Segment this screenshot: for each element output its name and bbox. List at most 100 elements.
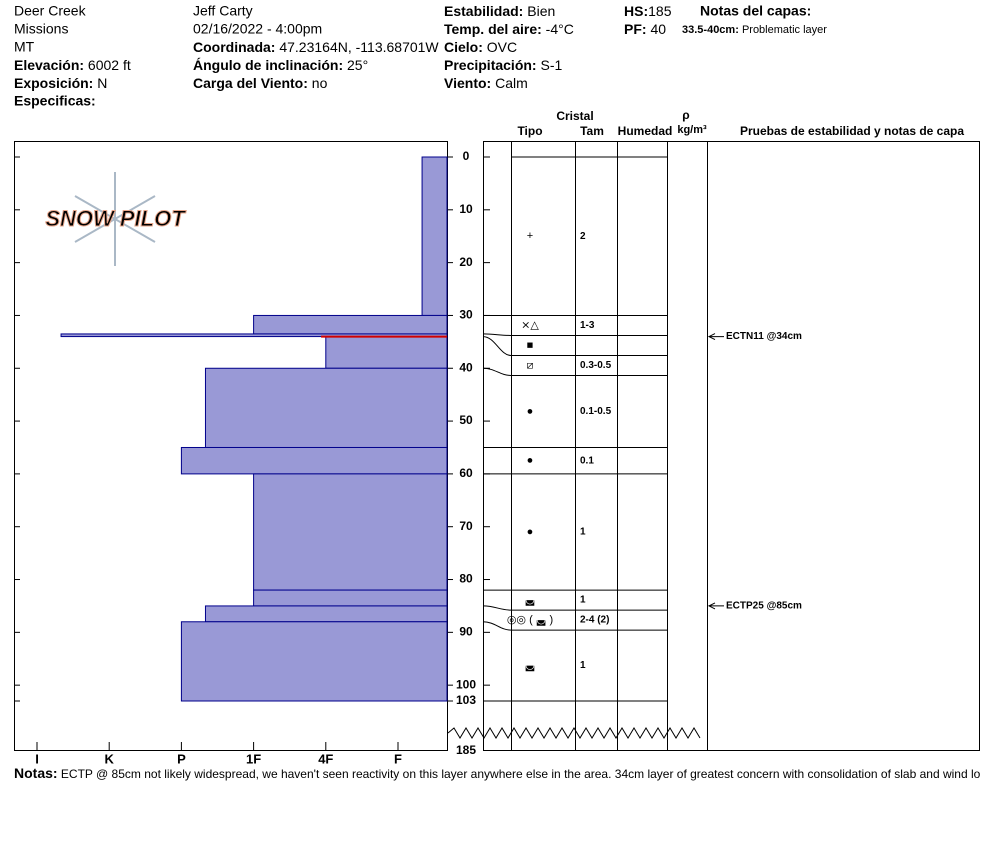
hardness-bar: [253, 314, 448, 335]
test-arrow: [707, 602, 724, 610]
logo-text: SNOW PILOT: [45, 206, 186, 231]
layer-connector: [482, 367, 512, 376]
hardness-bar: [180, 621, 448, 702]
notes-line: Notas: ECTP @ 85cm not likely widespread…: [14, 765, 994, 781]
grain-type: ◛: [525, 594, 536, 606]
grain-type: ⧄: [527, 359, 534, 371]
grain-type: ◎◎ ( ◛ ): [507, 614, 553, 626]
value: 185: [648, 3, 672, 19]
value: 47.23164N, -113.68701W: [279, 39, 439, 55]
y-tick-label: 20: [459, 255, 473, 269]
observer: Jeff Carty: [193, 3, 253, 19]
y-tick-label: 100: [456, 677, 476, 691]
value: Calm: [495, 75, 528, 91]
field: Elevación: 6002 ft: [14, 57, 131, 73]
label: Notas del capas:: [700, 3, 811, 19]
label: Cielo:: [444, 39, 483, 55]
y-tick-label: 50: [459, 413, 473, 427]
label: Exposición:: [14, 75, 93, 91]
value: OVC: [487, 39, 517, 55]
y-tick-label: 0: [463, 149, 470, 163]
layer-connector: [482, 336, 512, 356]
grain-type: ⨯△: [521, 319, 539, 331]
table-columns: [511, 141, 668, 750]
header-cell: Tipo: [517, 124, 542, 138]
x-tick-label: I: [35, 751, 39, 766]
grain-size: 1: [580, 660, 586, 671]
field: Viento: Calm: [444, 75, 528, 91]
grain-size: 2-4 (2): [580, 615, 609, 626]
grain-size: 1: [580, 595, 586, 606]
hardness-bar: [253, 473, 448, 591]
hardness-bar: [204, 605, 448, 623]
header-cell: Tam: [580, 124, 604, 138]
label: 33.5-40cm:: [682, 24, 739, 36]
table-frame: [483, 141, 708, 751]
field: Cielo: OVC: [444, 39, 517, 55]
field: Temp. del aire: -4°C: [444, 21, 574, 37]
grain-type: +: [527, 230, 533, 242]
axis-break: [447, 727, 701, 739]
value: 40: [650, 21, 666, 37]
x-tick-label: 4F: [318, 751, 333, 766]
field: Coordinada: 47.23164N, -113.68701W: [193, 39, 439, 55]
label: Temp. del aire:: [444, 21, 542, 37]
x-tick-label: K: [105, 751, 115, 766]
label: Especificas:: [14, 93, 96, 109]
value: 6002 ft: [88, 57, 131, 73]
label: Precipitación:: [444, 57, 537, 73]
layer-connector: [482, 333, 512, 336]
grain-type: ●: [527, 405, 534, 417]
grain-size: 0.1-0.5: [580, 406, 612, 417]
field: HS:185: [624, 3, 672, 19]
table-header: Cristal Tipo Tam Humedad ρ kg/m³ Pruebas…: [517, 108, 964, 138]
grain-type: ◛: [525, 659, 536, 671]
label: Carga del Viento:: [193, 75, 308, 91]
field: PF: 40: [624, 21, 666, 37]
grain-size: 0.1: [580, 455, 594, 466]
state: MT: [14, 39, 35, 55]
hardness-bar: [421, 156, 448, 316]
x-tick-label: P: [177, 751, 186, 766]
value: Problematic layer: [742, 24, 827, 36]
y-tick-label: 103: [456, 693, 476, 707]
notes: Notas: ECTP @ 85cm not likely widespread…: [14, 765, 994, 781]
header-cell: ρ: [682, 108, 689, 122]
hardness-bar: [60, 333, 448, 338]
test-arrow: [707, 333, 724, 341]
layer-connector: [482, 605, 512, 611]
datetime: 02/16/2022 - 4:00pm: [193, 21, 322, 37]
field: Precipitación: S-1: [444, 57, 562, 73]
header-cell: Cristal: [556, 109, 593, 123]
depth-total-label: 185: [456, 743, 476, 757]
location: Deer Creek: [14, 3, 87, 19]
field: Carga del Viento: no: [193, 75, 328, 91]
label: Coordinada:: [193, 39, 275, 55]
y-tick-label: 10: [459, 202, 473, 216]
y-tick-label: 70: [459, 519, 473, 533]
label: Ángulo de inclinación:: [193, 57, 343, 73]
label: Estabilidad:: [444, 3, 523, 19]
y-tick-label: 60: [459, 466, 473, 480]
grain-size: 0.3-0.5: [580, 360, 612, 371]
tests-frame: [707, 141, 980, 751]
grain-type: ●: [527, 526, 534, 538]
value: N: [97, 75, 107, 91]
layer-connector: [482, 621, 512, 631]
label: Elevación:: [14, 57, 84, 73]
grain-size: 2: [580, 231, 586, 242]
value: 25°: [347, 57, 368, 73]
grain-type: ■: [527, 339, 534, 351]
label: HS:: [624, 3, 648, 19]
y-tick-label: 40: [459, 360, 473, 374]
field: 33.5-40cm: Problematic layer: [682, 24, 827, 36]
field: Ángulo de inclinación: 25°: [193, 57, 368, 73]
header: Deer Creek Missions MT Elevación: 6002 f…: [14, 3, 827, 109]
value: -4°C: [546, 21, 574, 37]
header-cell: Humedad: [618, 124, 673, 138]
x-tick-label: F: [394, 751, 402, 766]
header-cell: Pruebas de estabilidad y notas de capa: [740, 124, 964, 138]
x-tick-label: 1F: [246, 751, 261, 766]
